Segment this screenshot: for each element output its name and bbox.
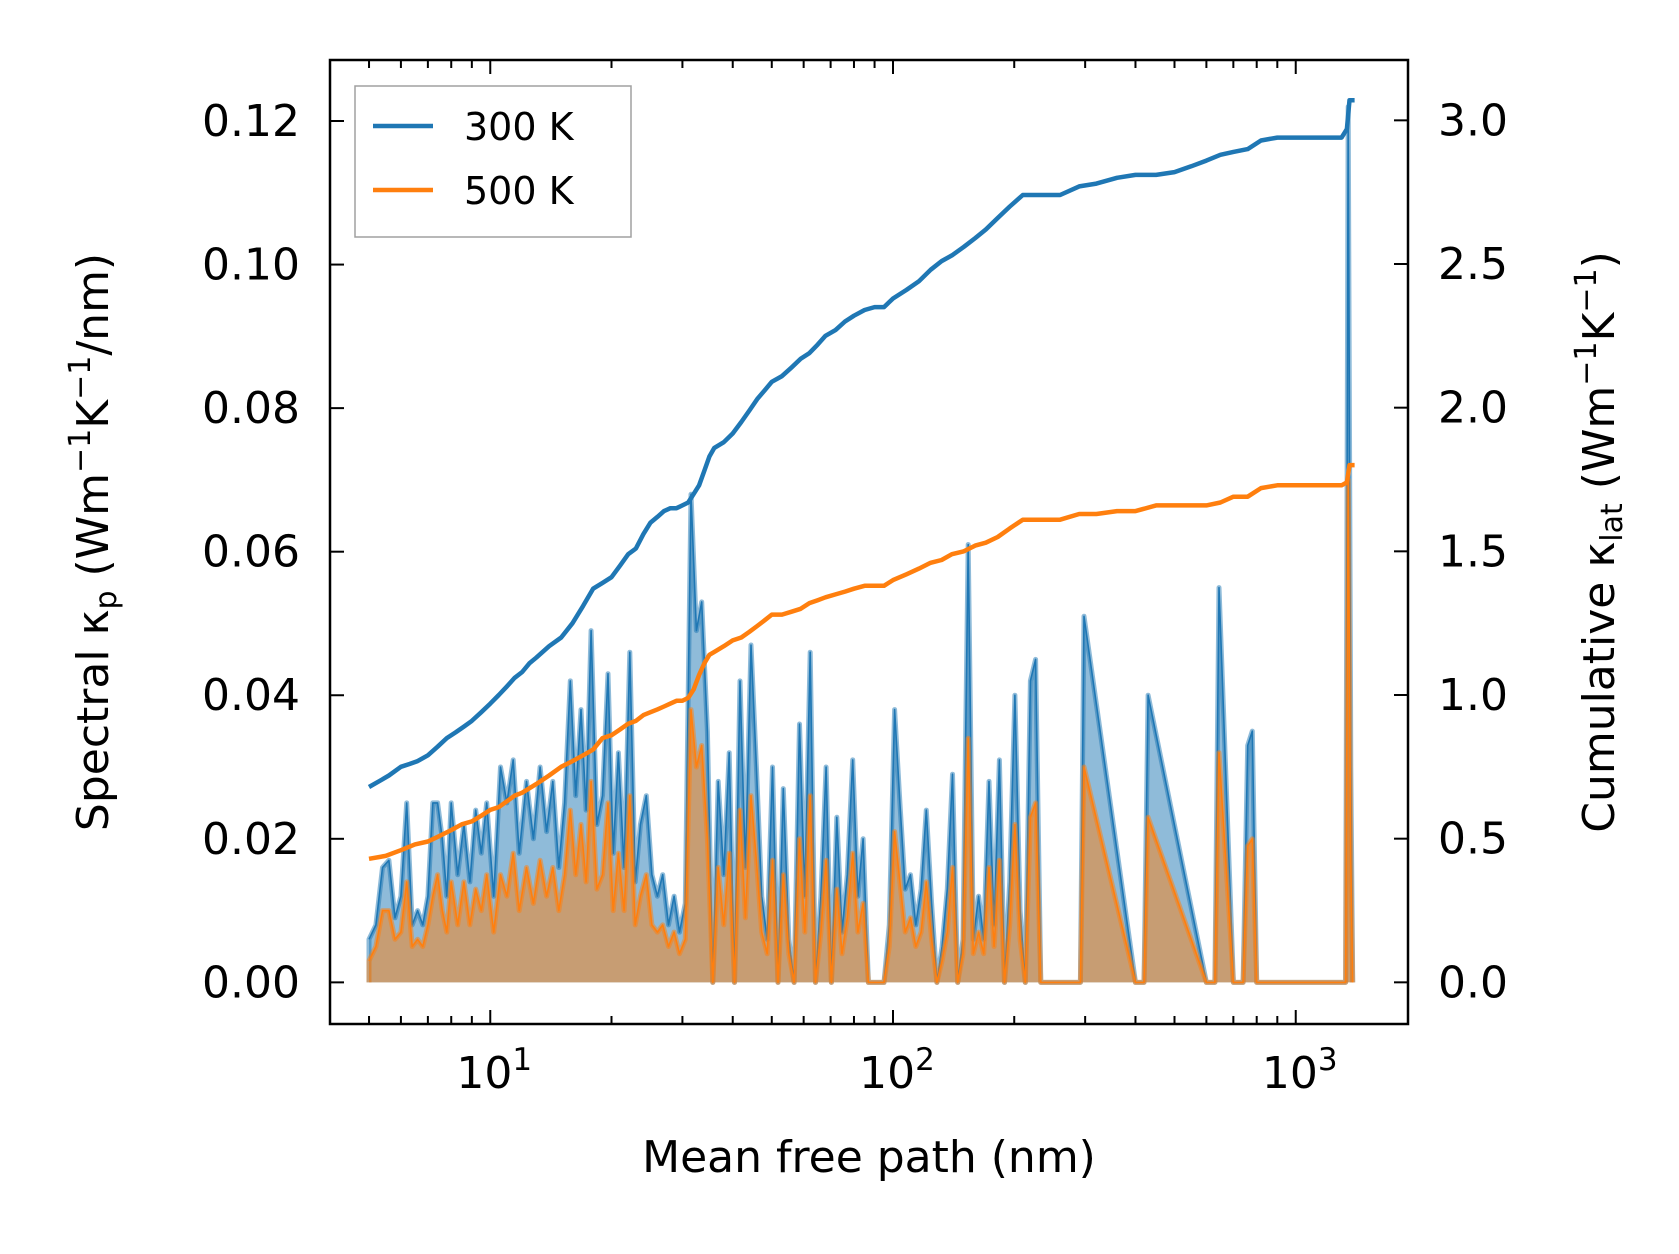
spectral-line-500k (368, 479, 1354, 984)
y-right-title-prefix: Cumulative κ (1574, 542, 1625, 833)
y-left-tick-label: 0.12 (202, 96, 300, 147)
y-right-tick-label: 3.0 (1438, 95, 1508, 146)
tick-labels: 101 102 103 0.00 0.02 0.04 0.06 0.08 0.10 0.12 0.0… (202, 95, 1508, 1099)
y-right-title-sub: lat (1595, 503, 1630, 542)
y-left-title-sup1: −1 (63, 429, 98, 473)
y-right-title-mid: K (1574, 311, 1625, 341)
legend: 300 K 500 K (354, 85, 632, 238)
y-right-title-open: (Wm (1574, 386, 1625, 504)
x-axis-title: Mean free path (nm) (642, 1132, 1096, 1183)
y-right-tick-label: 0.5 (1438, 814, 1508, 865)
y-right-tick-label: 1.5 (1438, 526, 1508, 577)
y-left-title-mid: K (68, 399, 119, 429)
y-left-tick-label: 0.06 (202, 527, 300, 578)
legend-label-500k: 500 K (464, 169, 575, 213)
y-left-title-sub: p (89, 590, 124, 609)
y-right-tick-label: 2.0 (1438, 383, 1508, 434)
plot-frame (328, 58, 1410, 1026)
x-tick-label: 103 (1262, 1042, 1338, 1099)
y-left-tick-label: 0.00 (202, 957, 300, 1008)
y-right-title-close: ) (1574, 251, 1625, 268)
legend-label-300k: 300 K (464, 105, 575, 149)
y-left-tick-label: 0.04 (202, 670, 300, 721)
y-right-tick-label: 2.5 (1438, 239, 1508, 290)
y-left-title-close: /nm) (68, 253, 119, 356)
y-right-title-sup2: −1 (1569, 268, 1604, 312)
cumulative-line-300k (367, 97, 1355, 789)
y-right-axis-title: Cumulative κlat (Wm−1K−1) (1569, 251, 1630, 833)
y-right-tick-label: 0.0 (1438, 957, 1508, 1008)
y-left-tick-label: 0.08 (202, 383, 300, 434)
y-right-title-sup1: −1 (1569, 341, 1604, 385)
cumulative-line-500k (368, 462, 1355, 862)
y-left-title-open: (Wm (68, 473, 119, 591)
series-lines (367, 97, 1355, 862)
y-left-title-prefix: Spectral κ (68, 610, 119, 832)
x-tick-label: 101 (456, 1042, 532, 1099)
spectral-fills (366, 104, 1356, 985)
y-left-title-sup2: −1 (63, 356, 98, 400)
y-left-tick-label: 0.10 (202, 240, 300, 291)
x-tick-label: 102 (859, 1042, 935, 1099)
y-left-tick-label: 0.02 (202, 814, 300, 865)
y-right-tick-label: 1.0 (1438, 670, 1508, 721)
y-left-axis-title: Spectral κp (Wm−1K−1/nm) (63, 253, 124, 831)
axis-ticks (329, 60, 1408, 1024)
legend-box (354, 85, 632, 238)
